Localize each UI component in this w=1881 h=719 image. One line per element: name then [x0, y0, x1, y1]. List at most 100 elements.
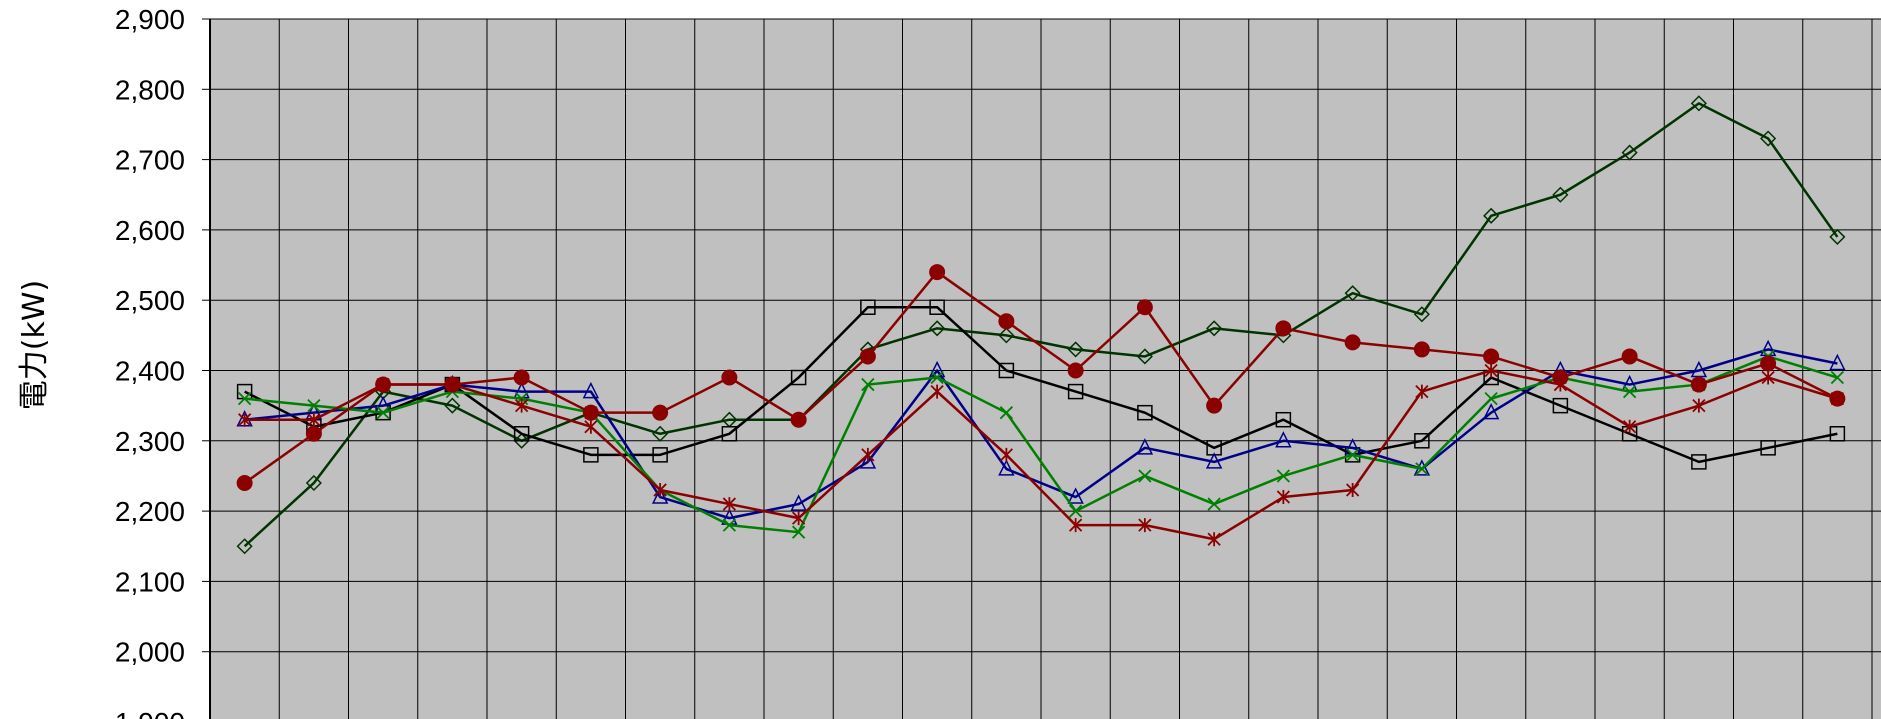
- asterisk-marker: [1415, 384, 1429, 399]
- diamond-marker: [1829, 228, 1846, 245]
- circle-marker: [652, 404, 669, 421]
- triangle-marker: [1067, 487, 1084, 504]
- y-tick-label: 2,600: [115, 215, 185, 246]
- x-marker: [307, 399, 321, 413]
- circle-marker: [1067, 362, 1084, 379]
- diamond-marker: [305, 474, 322, 492]
- triangle-marker: [582, 381, 600, 399]
- triangle-marker: [651, 487, 669, 504]
- square-marker: [583, 447, 599, 463]
- square-marker: [513, 426, 530, 442]
- square-marker: [1829, 426, 1846, 442]
- circle-marker: [1413, 341, 1430, 358]
- diamond-marker: [1344, 285, 1361, 302]
- square-marker: [1760, 440, 1776, 456]
- circle-marker: [1483, 348, 1500, 365]
- x-marker: [722, 518, 737, 532]
- asterisk-marker: [514, 398, 529, 413]
- triangle-marker: [1275, 431, 1292, 448]
- series-line: [244, 305, 1838, 464]
- square-marker: [998, 362, 1015, 379]
- series-line: [243, 102, 1839, 548]
- diamond-marker: [1483, 207, 1500, 224]
- diamond-marker: [444, 397, 461, 414]
- triangle-marker: [1829, 353, 1846, 371]
- y-tick-label: 2,400: [115, 356, 185, 387]
- x-marker: [237, 391, 252, 406]
- circle-marker: [375, 376, 392, 393]
- y-tick-label: 2,800: [115, 74, 185, 105]
- circle-marker: [1552, 369, 1569, 386]
- series-line: [244, 355, 1838, 534]
- series-5: [237, 363, 1845, 547]
- y-tick-label: 2,500: [115, 285, 185, 316]
- circle-marker: [305, 425, 322, 442]
- x-marker: [791, 525, 806, 539]
- circle-marker: [929, 264, 946, 281]
- x-marker: [1622, 384, 1637, 399]
- asterisk-marker: [653, 483, 667, 498]
- asterisk-marker: [237, 412, 252, 427]
- circle-marker: [1206, 397, 1223, 414]
- y-tick-label: 2,100: [115, 566, 185, 597]
- series-group: [236, 95, 1846, 555]
- series-1: [236, 95, 1846, 555]
- x-marker: [1138, 469, 1152, 483]
- asterisk-marker: [1692, 398, 1706, 413]
- asterisk-marker: [1761, 370, 1775, 385]
- square-marker: [860, 299, 876, 315]
- asterisk-marker: [1068, 518, 1083, 533]
- y-tick-label: 2,700: [115, 145, 185, 176]
- x-marker: [999, 406, 1014, 420]
- y-tick-label: 2,200: [115, 496, 185, 527]
- diamond-marker: [1067, 341, 1084, 358]
- asterisk-marker: [584, 419, 598, 434]
- diamond-marker: [1690, 95, 1707, 112]
- plot-area: [210, 19, 1881, 719]
- diamond-marker: [513, 432, 530, 449]
- circle-marker: [721, 369, 738, 386]
- x-marker: [930, 370, 944, 385]
- asterisk-marker: [861, 447, 875, 462]
- x-marker: [861, 377, 875, 392]
- y-tick-label: 2,300: [115, 426, 185, 457]
- square-marker: [1137, 404, 1153, 421]
- series-line: [243, 270, 1838, 484]
- circle-marker: [1760, 355, 1777, 372]
- diamond-marker: [929, 320, 946, 337]
- circle-marker: [859, 348, 876, 365]
- diamond-marker: [998, 327, 1015, 344]
- square-marker: [1414, 433, 1430, 449]
- circle-marker: [790, 411, 807, 428]
- circle-marker: [1690, 376, 1707, 393]
- square-marker: [1691, 454, 1707, 470]
- asterisk-marker: [930, 384, 944, 399]
- x-marker: [1415, 462, 1429, 476]
- circle-marker: [582, 404, 599, 421]
- diamond-marker: [1760, 130, 1777, 147]
- triangle-marker: [998, 459, 1015, 476]
- x-marker: [1484, 391, 1498, 406]
- asterisk-marker: [1138, 518, 1152, 533]
- diamond-marker: [1206, 320, 1223, 337]
- triangle-marker: [790, 494, 807, 511]
- triangle-marker: [1205, 452, 1223, 469]
- asterisk-marker: [307, 412, 321, 427]
- diamond-marker: [236, 538, 253, 555]
- x-marker: [1207, 497, 1221, 511]
- series-line: [244, 369, 1838, 541]
- circle-marker: [1829, 390, 1846, 407]
- square-marker: [652, 447, 668, 463]
- x-marker: [1830, 370, 1845, 385]
- triangle-marker: [1690, 360, 1708, 378]
- circle-marker: [1136, 299, 1153, 316]
- circle-marker: [1275, 320, 1292, 337]
- diamond-marker: [1413, 306, 1430, 323]
- asterisk-marker: [1276, 490, 1291, 505]
- diamond-marker: [652, 425, 669, 442]
- asterisk-marker: [1622, 419, 1637, 434]
- square-marker: [721, 426, 738, 442]
- y-tick-label: 2,000: [115, 637, 185, 668]
- circle-marker: [1621, 348, 1638, 365]
